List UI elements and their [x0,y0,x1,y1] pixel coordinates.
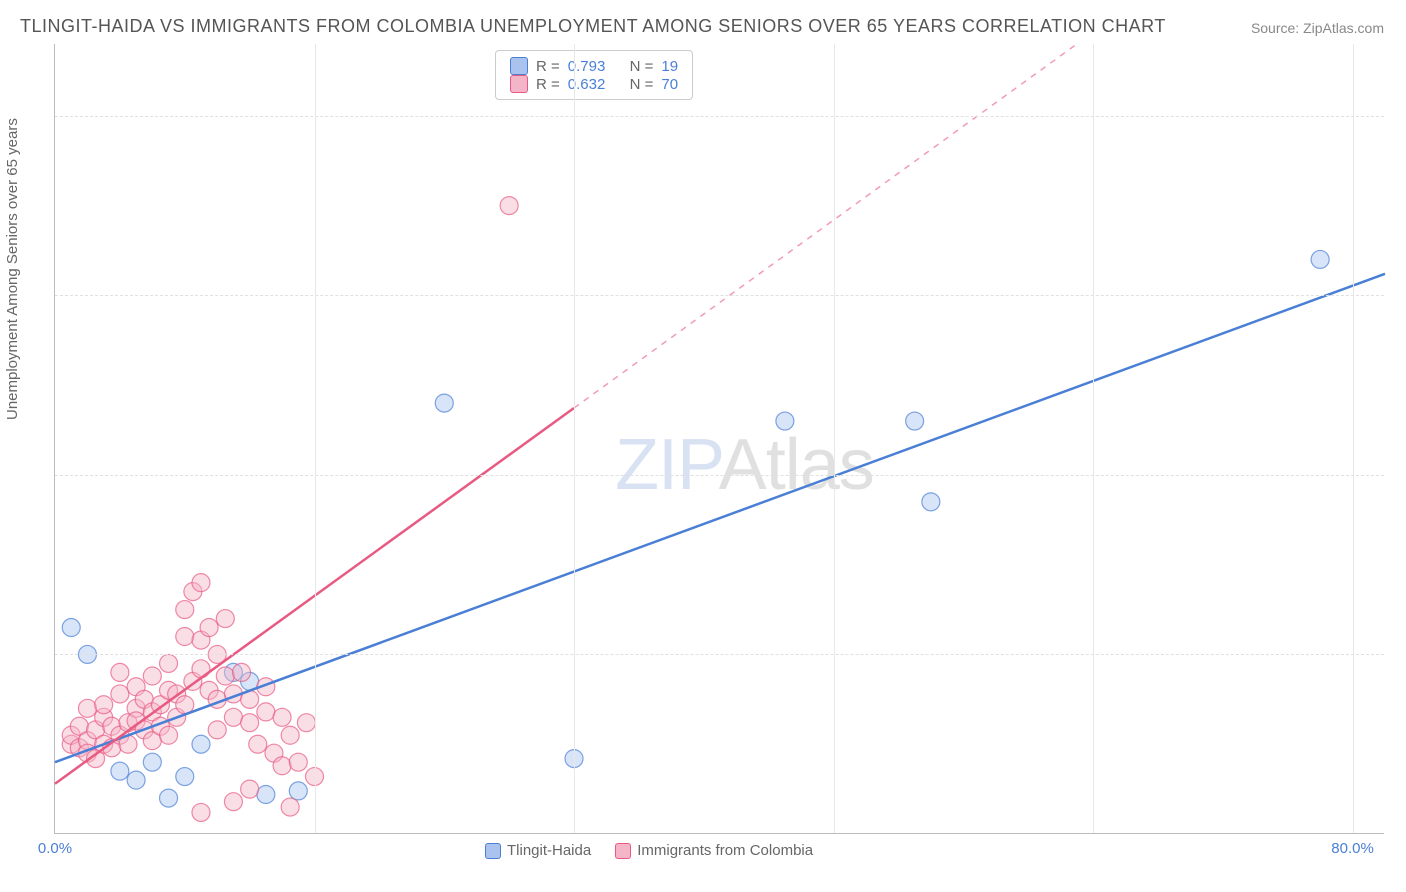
y-axis-label: Unemployment Among Seniors over 65 years [4,118,21,420]
swatch-series-b [510,75,528,93]
n-value-b: 70 [661,76,678,93]
x-tick-label: 0.0% [38,840,72,857]
n-label: N = [630,58,654,75]
chart-title: TLINGIT-HAIDA VS IMMIGRANTS FROM COLOMBI… [20,16,1166,37]
legend-item-a: Tlingit-Haida [485,842,591,859]
n-value-a: 19 [661,58,678,75]
series-legend: Tlingit-Haida Immigrants from Colombia [485,842,813,859]
swatch-sm-b [615,843,631,859]
legend-row-series-b: R = 0.632 N = 70 [510,75,678,93]
legend-label-b: Immigrants from Colombia [637,842,813,859]
n-label: N = [630,76,654,93]
legend-item-b: Immigrants from Colombia [615,842,813,859]
correlation-legend: R = 0.793 N = 19 R = 0.632 N = 70 [495,50,693,100]
scatter-svg [55,44,1384,833]
chart-plot-area: ZIPAtlas R = 0.793 N = 19 R = 0.632 N = … [54,44,1384,834]
x-tick-label: 80.0% [1331,840,1374,857]
swatch-sm-a [485,843,501,859]
r-label: R = [536,76,560,93]
source-label: Source: ZipAtlas.com [1251,20,1384,36]
legend-row-series-a: R = 0.793 N = 19 [510,57,678,75]
swatch-series-a [510,57,528,75]
r-label: R = [536,58,560,75]
legend-label-a: Tlingit-Haida [507,842,591,859]
